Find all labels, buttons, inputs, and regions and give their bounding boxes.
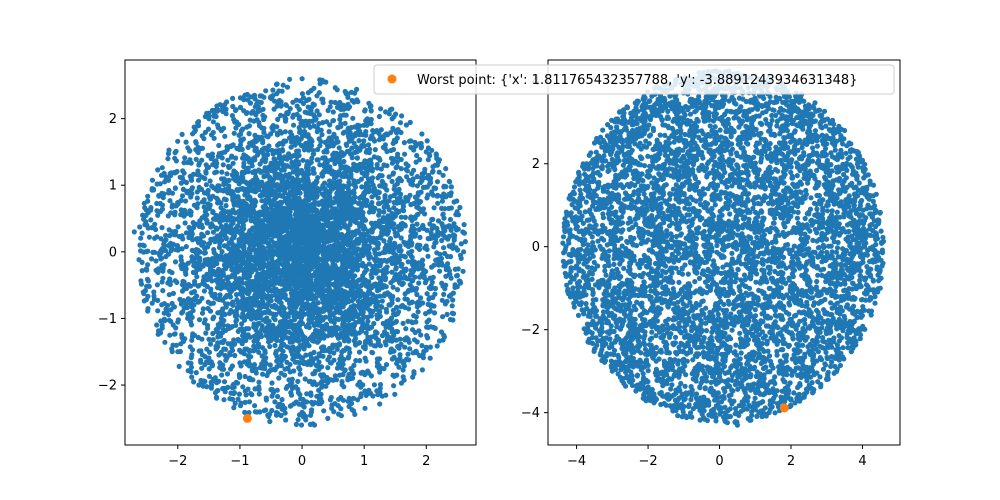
- x-tick-label: −2: [168, 454, 187, 469]
- y-tick-label: 2: [532, 157, 540, 172]
- x-tick-label: 2: [787, 454, 795, 469]
- scatter-point: [609, 368, 615, 374]
- right-x-axis-ticks: −4 −2 0 2 4: [567, 445, 867, 469]
- x-tick-label: −4: [567, 454, 586, 469]
- scatter-cloud: [560, 68, 887, 426]
- y-tick-label: 1: [109, 179, 117, 194]
- scatter-point: [411, 369, 417, 375]
- y-tick-label: 0: [109, 245, 117, 260]
- left-scatter-panel: −2 −1 0 1 2 −2 −1 0 1 2: [98, 59, 477, 469]
- scatter-point: [563, 244, 569, 250]
- right-scatter-points: [560, 68, 887, 426]
- scatter-point: [311, 422, 318, 428]
- legend-marker: [387, 74, 397, 84]
- worst-point-marker: [779, 403, 789, 413]
- legend-label: Worst point: {'x': 1.811765432357788, 'y…: [417, 73, 857, 88]
- y-tick-label: −2: [98, 379, 117, 394]
- scatter-cloud: [136, 76, 468, 428]
- scatter-point: [206, 116, 212, 122]
- x-tick-label: 2: [422, 454, 430, 469]
- x-tick-label: 0: [298, 454, 306, 469]
- right-scatter-panel: −4 −2 0 2 4 −4 −2 0 2 4: [521, 59, 901, 469]
- legend-box: [373, 64, 895, 95]
- legend: Worst point: {'x': 1.811765432357788, 'y…: [373, 64, 895, 95]
- scatter-point: [423, 149, 429, 155]
- y-tick-label: −2: [521, 323, 540, 338]
- scatter-point: [824, 376, 830, 383]
- scatter-point: [877, 285, 883, 291]
- worst-point-marker: [242, 413, 252, 423]
- x-tick-label: −1: [230, 454, 249, 469]
- scatter-point: [131, 229, 137, 235]
- x-tick-label: 1: [360, 454, 368, 469]
- x-tick-label: 4: [858, 454, 866, 469]
- left-x-axis-ticks: −2 −1 0 1 2: [168, 445, 430, 469]
- scatter-point: [461, 249, 467, 255]
- right-axes-frame: [547, 59, 901, 446]
- left-series-marks: [131, 76, 467, 428]
- left-scatter-points: [136, 76, 468, 428]
- y-tick-label: −4: [521, 406, 540, 421]
- y-tick-label: 0: [532, 240, 540, 255]
- y-tick-label: 2: [109, 112, 117, 127]
- y-tick-label: −1: [98, 312, 117, 327]
- scatter-point: [842, 127, 848, 134]
- x-tick-label: 0: [715, 454, 723, 469]
- left-y-axis-ticks: −2 −1 0 1 2: [98, 112, 125, 394]
- scatter-point: [175, 349, 181, 355]
- scatter-point: [299, 76, 305, 82]
- left-axes-frame: [124, 59, 477, 446]
- scatter-point: [734, 422, 741, 428]
- x-tick-label: −2: [638, 454, 657, 469]
- scatter-point: [591, 140, 598, 146]
